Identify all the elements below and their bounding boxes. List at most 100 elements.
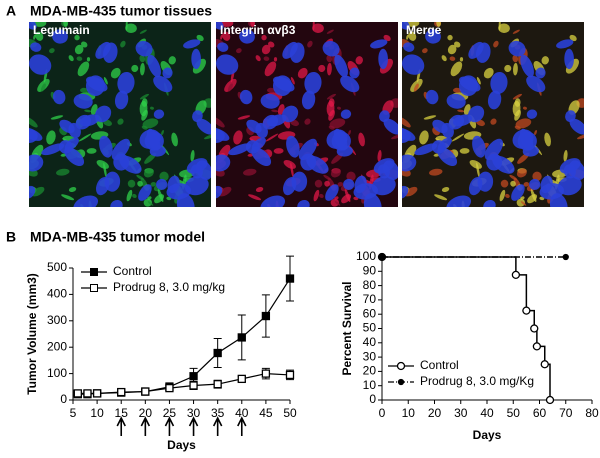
nucleus — [75, 114, 92, 130]
stain — [326, 93, 337, 100]
stain — [337, 182, 344, 187]
y-tick-label: 50 — [363, 321, 377, 335]
x-tick-label: 35 — [211, 406, 225, 420]
data-point — [117, 387, 126, 397]
data-point — [237, 374, 246, 384]
stain — [520, 201, 527, 206]
x-tick-label: 10 — [402, 406, 416, 420]
stain — [541, 56, 549, 65]
stain — [509, 174, 518, 181]
stain — [459, 148, 470, 154]
nucleus — [272, 75, 293, 96]
panel-title: MDA-MB-435 tumor model — [30, 229, 205, 245]
data-point — [545, 395, 555, 405]
nucleus — [52, 89, 66, 105]
nucleus — [216, 54, 239, 75]
stain — [31, 186, 45, 197]
stain — [499, 189, 506, 202]
stain — [447, 34, 453, 41]
nucleus — [216, 126, 230, 141]
stain — [56, 168, 70, 176]
stain — [126, 189, 133, 202]
stain — [493, 40, 499, 48]
stain — [68, 187, 77, 193]
nucleus — [490, 71, 508, 94]
stain — [81, 41, 88, 48]
y-axis-label: Tumor Volume (mm3) — [25, 273, 39, 395]
nucleus — [469, 177, 483, 196]
y-tick-label: 20 — [363, 364, 377, 378]
stain — [419, 130, 429, 145]
x-tick-label: 40 — [480, 406, 494, 420]
nucleus — [139, 129, 161, 149]
stain — [35, 31, 44, 41]
nucleus — [301, 90, 316, 110]
nucleus — [487, 90, 502, 110]
stain — [334, 196, 339, 200]
stain — [314, 179, 323, 188]
series-line — [77, 278, 291, 395]
image-content — [216, 22, 398, 207]
stain — [263, 56, 270, 61]
stain — [505, 193, 510, 199]
stain — [423, 115, 437, 120]
nucleus — [191, 48, 201, 70]
x-tick-label: 70 — [559, 406, 573, 420]
micrograph: Legumain — [29, 22, 211, 207]
nucleus — [29, 22, 37, 30]
stain — [514, 109, 521, 121]
stain — [132, 193, 137, 199]
data-point — [73, 389, 82, 398]
nucleus — [340, 109, 352, 119]
stain — [33, 34, 36, 40]
y-tick-label: 40 — [363, 335, 377, 349]
data-point — [141, 387, 150, 396]
data-point — [165, 383, 174, 393]
stain — [159, 171, 169, 182]
stain — [290, 76, 295, 85]
nucleus — [216, 22, 224, 30]
nucleus — [162, 67, 173, 79]
stain — [516, 198, 525, 207]
stain — [520, 196, 525, 200]
data-point — [378, 253, 386, 261]
micrograph: Merge — [402, 22, 584, 207]
stain — [297, 67, 308, 79]
stain — [532, 171, 542, 182]
nucleus — [29, 185, 36, 199]
stain — [264, 61, 277, 77]
x-tick-label: 20 — [139, 406, 153, 420]
nucleus — [260, 93, 280, 109]
x-tick-label: 50 — [507, 406, 521, 420]
x-axis-label: Days — [473, 428, 502, 442]
stain — [523, 182, 530, 187]
stain — [358, 132, 365, 147]
y-tick-label: 90 — [363, 263, 377, 277]
stain — [441, 187, 450, 193]
stain — [313, 189, 320, 202]
stain — [469, 160, 482, 169]
stain — [447, 44, 457, 55]
stain — [147, 201, 154, 206]
stain — [49, 48, 55, 54]
nucleus — [484, 138, 504, 161]
stain — [344, 189, 351, 203]
stain — [346, 171, 356, 182]
stain — [318, 64, 326, 72]
stain — [476, 76, 481, 85]
nucleus — [196, 160, 211, 180]
stain — [96, 160, 109, 169]
stain — [383, 34, 391, 42]
x-tick-label: 20 — [428, 406, 442, 420]
stain — [500, 179, 509, 188]
data-point — [562, 253, 569, 261]
stain — [255, 187, 264, 193]
stain — [222, 31, 231, 41]
data-point — [213, 380, 222, 389]
data-point — [92, 389, 102, 398]
stain — [441, 55, 447, 62]
nucleus — [402, 185, 409, 199]
nucleus — [322, 40, 340, 57]
stain — [483, 67, 494, 79]
stain — [476, 162, 480, 178]
